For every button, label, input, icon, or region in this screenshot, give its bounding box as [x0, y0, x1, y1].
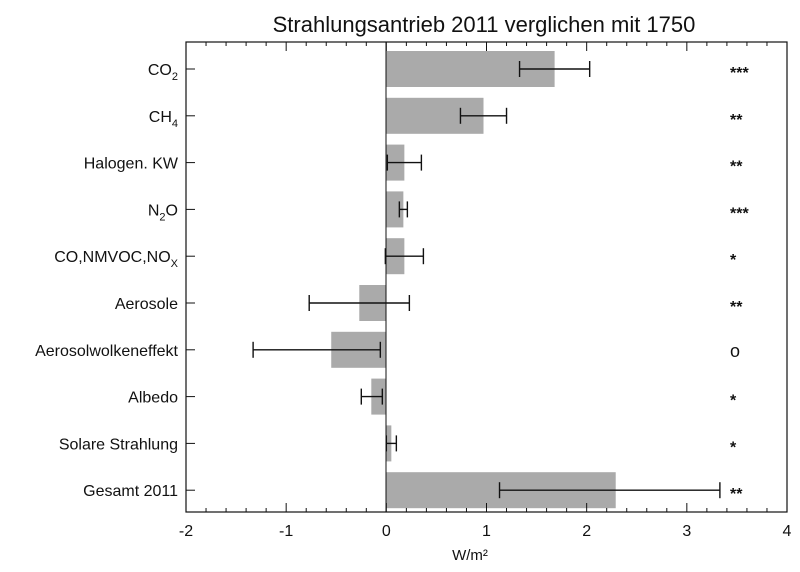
error-bar: [498, 482, 721, 499]
error-bar: [386, 154, 423, 171]
category-label: Aerosole: [115, 296, 178, 313]
x-tick-label: 2: [582, 523, 591, 540]
category-label: N2O: [148, 202, 178, 223]
x-axis-label: W/m²: [452, 547, 488, 564]
error-bar: [252, 341, 382, 358]
category-label: Aerosolwolkeneffekt: [35, 343, 178, 360]
plot-frame: [185, 41, 788, 513]
confidence-label: ***: [730, 205, 749, 222]
category-label: Gesamt 2011: [83, 483, 178, 500]
confidence-labels-group: *************o****: [730, 65, 749, 503]
confidence-label: ***: [730, 65, 749, 82]
confidence-label: *: [730, 439, 737, 456]
category-label: Albedo: [128, 390, 178, 407]
error-bar: [360, 388, 384, 405]
error-bar: [459, 107, 508, 124]
category-label: CO,NMVOC,NOX: [54, 249, 178, 270]
category-label: CO2: [148, 62, 178, 83]
category-label: Solare Strahlung: [59, 436, 178, 453]
category-label: Halogen. KW: [84, 156, 179, 173]
x-tick-label: -2: [179, 523, 193, 540]
chart-title: Strahlungsantrieb 2011 verglichen mit 17…: [273, 12, 696, 37]
y-ticks-group: [186, 68, 195, 491]
x-tick-label: -1: [279, 523, 293, 540]
confidence-label: **: [730, 299, 743, 316]
x-tick-label: 4: [783, 523, 792, 540]
confidence-label: **: [730, 159, 743, 176]
confidence-label: **: [730, 112, 743, 129]
confidence-label: *: [730, 393, 737, 410]
confidence-label: **: [730, 486, 743, 503]
x-tick-label: 1: [482, 523, 491, 540]
category-labels-group: CO2 CH4 Halogen. KW N2O CO,NMVOC,NOX Aerosole…: [35, 62, 179, 500]
confidence-label: o: [730, 341, 740, 361]
error-bar: [518, 61, 591, 77]
confidence-label: *: [730, 252, 737, 269]
error-bar: [384, 248, 425, 265]
x-tick-label: 0: [382, 523, 391, 540]
bar: [386, 191, 404, 228]
x-ticks-group: -2 -1 0 1 2 3 4: [179, 42, 792, 540]
error-bar: [308, 295, 411, 311]
error-bar: [398, 201, 409, 218]
x-tick-label: 3: [682, 523, 691, 540]
category-label: CH4: [149, 109, 178, 130]
bars-group: [331, 51, 616, 509]
errorbars-group: [252, 61, 721, 499]
